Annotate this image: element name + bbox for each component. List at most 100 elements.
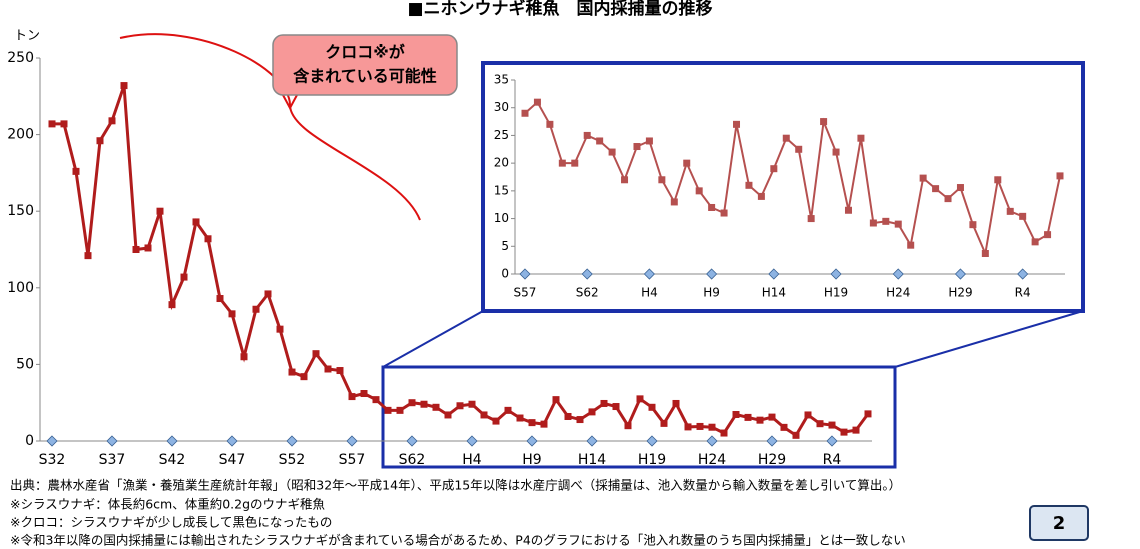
data-point bbox=[300, 373, 308, 381]
data-point bbox=[684, 423, 692, 431]
data-point bbox=[120, 82, 128, 90]
tick-marker bbox=[106, 435, 118, 447]
data-point bbox=[168, 301, 176, 309]
y-tick-label: 35 bbox=[494, 73, 509, 87]
x-tick-label: H24 bbox=[886, 286, 910, 300]
data-point bbox=[546, 120, 554, 128]
tick-marker bbox=[1017, 268, 1029, 280]
data-point bbox=[276, 325, 284, 333]
tick-marker bbox=[892, 268, 904, 280]
brace bbox=[119, 33, 421, 221]
footnote: ※クロコ：シラスウナギが少し成長して黒色になったもの bbox=[10, 515, 332, 530]
x-tick-label: H9 bbox=[703, 286, 720, 300]
data-point bbox=[600, 399, 608, 407]
data-point bbox=[576, 416, 584, 424]
data-point bbox=[192, 218, 200, 226]
data-point bbox=[745, 181, 753, 189]
data-point bbox=[312, 350, 320, 358]
data-point bbox=[533, 98, 541, 106]
x-tick-label: H4 bbox=[462, 452, 482, 468]
data-point bbox=[596, 137, 604, 145]
x-tick-label: H29 bbox=[948, 286, 972, 300]
footnote: ※令和3年以降の国内採捕量には輸出されたシラスウナギが含まれている場合があるため… bbox=[10, 533, 906, 548]
data-point bbox=[708, 203, 716, 211]
data-point bbox=[372, 396, 380, 404]
x-tick-label: H24 bbox=[698, 452, 726, 468]
tick-marker bbox=[766, 435, 778, 447]
data-point bbox=[521, 109, 529, 117]
data-point bbox=[708, 423, 716, 431]
data-point bbox=[795, 145, 803, 153]
data-point bbox=[558, 159, 566, 167]
chart-title: ■ニホンウナギ稚魚 国内採捕量の推移 bbox=[407, 0, 712, 19]
data-point bbox=[894, 220, 902, 228]
data-point bbox=[882, 217, 890, 225]
tick-marker bbox=[46, 435, 58, 447]
data-point bbox=[492, 417, 500, 425]
brace-tip bbox=[282, 94, 298, 111]
data-point bbox=[1019, 212, 1027, 220]
data-point bbox=[228, 310, 236, 318]
data-point bbox=[969, 221, 977, 229]
callout-text: クロコ※が bbox=[325, 43, 405, 62]
data-point bbox=[384, 406, 392, 414]
tick-marker bbox=[706, 268, 718, 280]
data-point bbox=[204, 235, 212, 243]
callout-box bbox=[272, 34, 458, 96]
x-tick-label: S32 bbox=[39, 452, 66, 468]
y-tick-label: 20 bbox=[494, 156, 509, 170]
data-point bbox=[782, 134, 790, 142]
data-point bbox=[852, 426, 860, 434]
data-point bbox=[360, 390, 368, 398]
data-point bbox=[660, 419, 668, 427]
data-point bbox=[456, 402, 464, 410]
x-tick-label: S52 bbox=[279, 452, 306, 468]
zoom-connector bbox=[382, 310, 484, 368]
data-point bbox=[180, 273, 188, 281]
tick-marker bbox=[226, 435, 238, 447]
data-point bbox=[132, 246, 140, 253]
y-tick-label: 30 bbox=[494, 100, 509, 114]
series-line bbox=[524, 100, 1061, 257]
data-point bbox=[324, 365, 332, 373]
x-tick-label: S37 bbox=[99, 452, 126, 468]
tick-marker bbox=[286, 435, 298, 447]
data-point bbox=[816, 420, 824, 428]
data-point bbox=[744, 413, 752, 421]
data-point bbox=[612, 403, 620, 411]
data-point bbox=[720, 209, 728, 217]
data-point bbox=[804, 411, 812, 419]
data-point bbox=[648, 403, 656, 411]
x-tick-label: H4 bbox=[641, 286, 658, 300]
x-tick-label: R4 bbox=[1015, 286, 1031, 300]
data-point bbox=[1006, 207, 1014, 215]
data-point bbox=[981, 249, 989, 257]
x-tick-label: H9 bbox=[522, 452, 541, 468]
data-point bbox=[807, 215, 815, 223]
data-point bbox=[583, 131, 591, 139]
tick-marker bbox=[706, 435, 718, 447]
tick-marker bbox=[166, 435, 178, 447]
data-point bbox=[932, 185, 940, 193]
footnote: ※シラスウナギ：体長約6cm、体重約0.2gのウナギ稚魚 bbox=[10, 497, 326, 512]
x-tick-label: H19 bbox=[638, 452, 666, 468]
data-point bbox=[732, 410, 740, 418]
y-tick-label: 250 bbox=[7, 50, 34, 66]
footnote: 出典：農林水産省「漁業・養殖業生産統計年報」（昭和32年～平成14年）、平成15… bbox=[10, 478, 901, 493]
y-tick-label: 0 bbox=[25, 433, 34, 449]
data-point bbox=[720, 429, 728, 437]
data-point bbox=[770, 165, 778, 173]
data-point bbox=[670, 198, 678, 206]
tick-marker bbox=[346, 435, 358, 447]
y-tick-label: 5 bbox=[501, 239, 509, 253]
data-point bbox=[240, 353, 248, 361]
data-point bbox=[919, 174, 927, 182]
data-point bbox=[994, 176, 1002, 184]
x-tick-label: S57 bbox=[339, 452, 366, 468]
tick-marker bbox=[526, 435, 538, 447]
x-tick-label: S57 bbox=[514, 286, 537, 300]
data-point bbox=[1031, 238, 1039, 246]
data-point bbox=[636, 395, 644, 403]
data-point bbox=[621, 176, 629, 184]
